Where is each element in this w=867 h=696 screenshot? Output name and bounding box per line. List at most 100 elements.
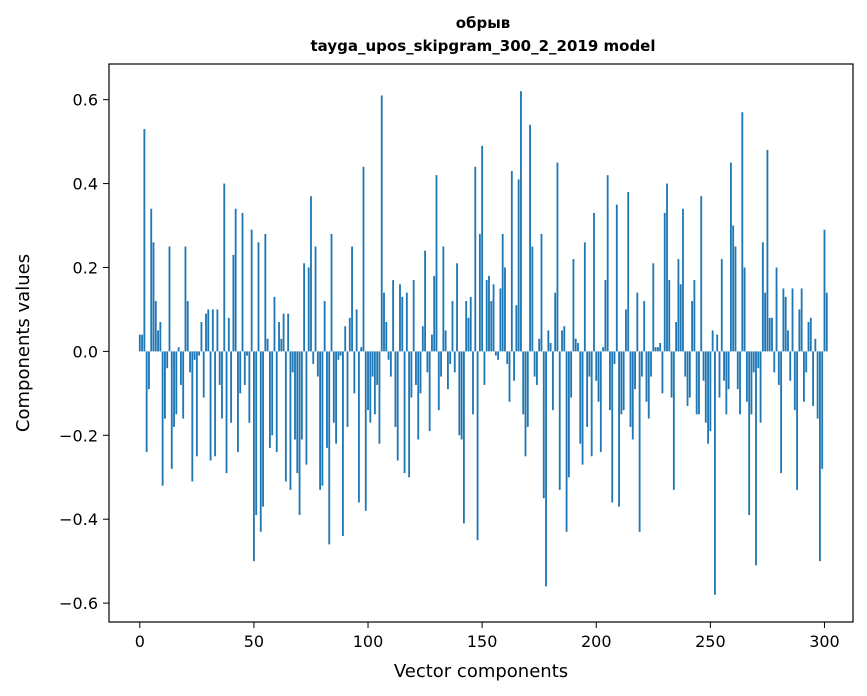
bar-64	[284, 351, 287, 482]
bar-189	[570, 351, 573, 398]
bar-160	[504, 267, 506, 352]
bar-299	[821, 351, 824, 469]
bar-107	[383, 292, 385, 352]
bar-141	[460, 351, 463, 440]
bar-66	[289, 351, 292, 490]
bar-182	[554, 292, 557, 352]
bar-249	[707, 351, 709, 444]
bar-245	[698, 351, 700, 415]
bar-206	[609, 351, 611, 411]
y-tick-label: −0.4	[59, 510, 98, 529]
bar-188	[567, 351, 570, 478]
bar-287	[793, 351, 796, 411]
bar-72	[303, 263, 306, 352]
bar-241	[688, 351, 691, 398]
bar-204	[604, 280, 607, 352]
bar-76	[312, 351, 315, 364]
y-tick-label: 0.4	[73, 175, 98, 194]
bar-135	[447, 351, 449, 390]
bar-111	[392, 280, 395, 352]
bar-101	[369, 351, 372, 423]
bar-209	[615, 204, 618, 352]
bar-226	[654, 347, 657, 352]
bars-group	[138, 91, 828, 595]
bar-4	[148, 351, 150, 390]
x-tick-label: 200	[581, 632, 612, 651]
bar-149	[478, 233, 481, 352]
bar-41	[232, 254, 235, 352]
bar-83	[328, 351, 331, 545]
bar-35	[218, 351, 221, 385]
bar-270	[755, 351, 757, 566]
bar-218	[636, 292, 639, 352]
bar-251	[711, 330, 714, 352]
bar-13	[168, 246, 171, 352]
bar-10	[161, 351, 164, 486]
x-tick-label: 300	[809, 632, 840, 651]
bar-139	[456, 263, 458, 352]
bar-248	[704, 351, 707, 423]
bar-168	[522, 351, 525, 415]
bar-176	[540, 233, 543, 352]
bar-87	[337, 351, 340, 360]
bar-28	[202, 351, 205, 398]
bar-90	[344, 326, 347, 352]
bar-205	[606, 175, 609, 352]
bar-202	[599, 351, 602, 453]
bar-214	[627, 191, 630, 352]
bar-224	[650, 351, 652, 377]
bar-254	[718, 351, 721, 398]
bar-231	[666, 183, 668, 352]
bar-95	[355, 309, 358, 352]
bar-108	[385, 322, 388, 352]
bar-157	[497, 351, 500, 360]
bar-243	[693, 280, 696, 352]
bar-288	[796, 351, 798, 490]
bar-54	[262, 351, 264, 507]
bar-96	[357, 351, 360, 503]
bar-286	[791, 288, 794, 352]
bar-110	[389, 351, 392, 377]
bar-147	[474, 166, 477, 352]
bar-197	[588, 351, 591, 377]
bar-124	[421, 326, 424, 352]
bar-104	[376, 351, 379, 385]
bar-195	[583, 242, 586, 352]
bar-74	[307, 267, 310, 352]
bar-165	[515, 305, 518, 352]
bar-174	[536, 351, 538, 385]
bar-143	[465, 301, 468, 352]
bar-173	[533, 351, 536, 377]
bar-298	[819, 351, 821, 562]
chart-subtitle: tayga_upos_skipgram_300_2_2019 model	[311, 37, 656, 55]
bar-138	[453, 351, 456, 373]
bar-274	[764, 292, 767, 352]
bar-275	[766, 150, 769, 352]
bar-82	[326, 351, 328, 448]
bar-6	[152, 242, 155, 352]
bar-123	[419, 351, 422, 394]
bar-50	[253, 351, 255, 562]
bar-236	[677, 259, 680, 352]
bar-170	[526, 351, 529, 427]
bar-103	[373, 351, 376, 415]
bar-154	[490, 301, 493, 352]
bar-80	[321, 351, 324, 486]
bar-207	[611, 351, 614, 503]
bar-11	[164, 351, 166, 419]
bar-262	[736, 351, 739, 390]
bar-180	[549, 343, 552, 352]
bar-148	[476, 351, 479, 541]
bar-158	[499, 288, 502, 352]
bar-223	[647, 351, 650, 419]
bar-212	[622, 351, 625, 411]
y-axis-ticks: −0.6 −0.4 −0.2 0.0 0.2 0.4 0.6	[59, 91, 109, 613]
bar-16	[175, 351, 178, 415]
bar-39	[227, 317, 230, 352]
bar-297	[816, 351, 819, 419]
bar-113	[396, 351, 399, 461]
bar-278	[773, 351, 776, 373]
bar-118	[408, 351, 411, 478]
bar-264	[741, 112, 744, 352]
bar-89	[342, 351, 344, 536]
